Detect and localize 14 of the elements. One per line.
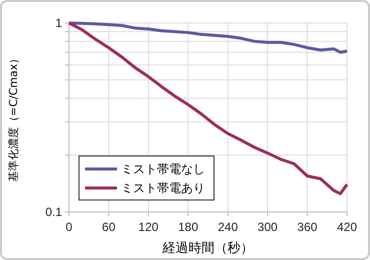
x-axis-title: 経過時間（秒）	[162, 241, 254, 256]
x-tick-label: 0	[66, 220, 73, 234]
legend-label: ミスト帯電あり	[121, 181, 205, 196]
x-tick-label: 120	[138, 220, 159, 234]
x-tick-label: 60	[102, 220, 116, 234]
y-tick-label: 1	[55, 16, 62, 30]
y-axis-title: 基準化濃度（=C/Cmax）	[7, 52, 20, 182]
x-tick-label: 360	[297, 220, 318, 234]
y-tick-label: 0.1	[45, 204, 62, 219]
legend-label: ミスト帯電なし	[121, 162, 205, 176]
x-tick-label: 180	[178, 220, 198, 234]
x-tick-label: 420	[336, 220, 358, 234]
x-tick-label: 240	[218, 220, 238, 234]
x-tick-label: 300	[258, 220, 278, 234]
